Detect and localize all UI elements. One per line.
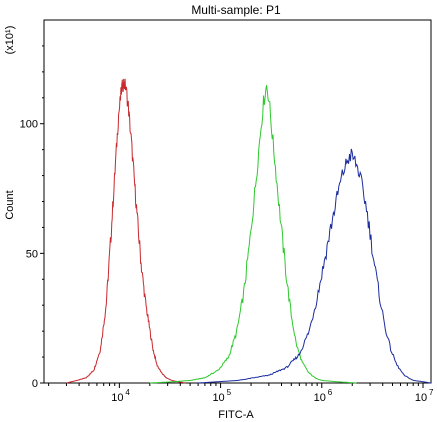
- x-tick-exponent: 4: [125, 388, 130, 397]
- plot-frame: [43, 19, 432, 384]
- y-axis-label: Count: [4, 190, 16, 219]
- chart-title: Multi-sample: P1: [191, 3, 281, 17]
- y-multiplier: (x10¹): [4, 26, 16, 55]
- x-tick-label: 10: [111, 392, 123, 404]
- x-tick-exponent: 5: [227, 388, 232, 397]
- y-tick-label: 100: [20, 119, 38, 131]
- y-tick-label: 50: [26, 248, 38, 260]
- histogram-series-line: [198, 148, 432, 384]
- y-tick-label: 0: [32, 378, 38, 390]
- x-tick-label: 10: [415, 392, 427, 404]
- x-tick-exponent: 6: [328, 388, 333, 397]
- x-axis-label: FITC-A: [218, 409, 254, 421]
- x-tick-label: 10: [212, 392, 224, 404]
- x-tick-label: 10: [314, 392, 326, 404]
- x-tick-exponent: 7: [429, 388, 434, 397]
- histogram-series-line: [149, 85, 357, 384]
- histogram-series-line: [66, 78, 186, 384]
